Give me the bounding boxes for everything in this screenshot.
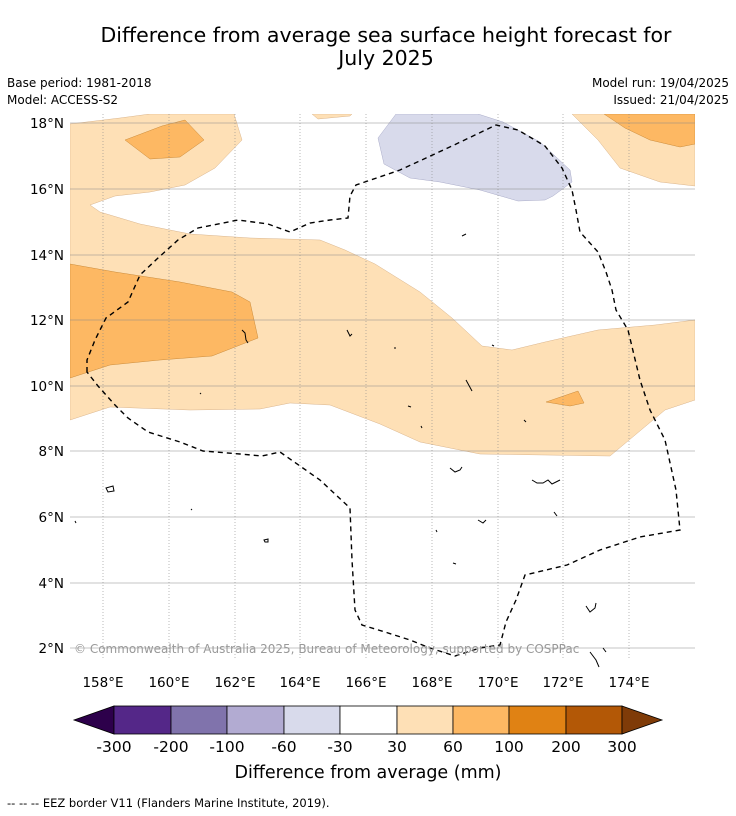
lat-tick-label: 10°N [30, 379, 64, 395]
lat-tick-label: 12°N [30, 313, 64, 329]
colorbar-title: Difference from average (mm) [234, 763, 501, 783]
lon-tick-label: 158°E [82, 675, 123, 691]
colorbar-cell [113, 705, 172, 735]
colorbar-cell [283, 705, 341, 735]
lat-tick-label: 16°N [30, 182, 64, 198]
lon-tick-label: 174°E [608, 675, 649, 691]
model-run: Model run: 19/04/2025 [591, 76, 729, 90]
lon-tick-label: 172°E [542, 675, 583, 691]
lon-tick-label: 162°E [214, 675, 255, 691]
colorbar-cell [396, 705, 454, 735]
colorbar-extend-high [621, 705, 664, 735]
colorbar-ticks: -300 -200 -100 -60 -30 30 60 100 200 300 [96, 738, 636, 756]
chart-title-line1: Difference from average sea surface heig… [100, 23, 672, 47]
chart-title-line2: July 2025 [338, 46, 434, 70]
issued-date: Issued: 21/04/2025 [613, 93, 729, 107]
lat-tick-label: 14°N [30, 248, 64, 264]
islands [74, 233, 607, 668]
colorbar-tick-label: 60 [443, 738, 463, 756]
colorbar-tick-label: 300 [607, 738, 637, 756]
colorbar-extend-low [72, 705, 115, 735]
eez-legend-note: -- -- -- EEZ border V11 (Flanders Marine… [7, 796, 329, 810]
lat-tick-label: 6°N [39, 510, 64, 526]
colorbar-tick-label: -200 [153, 738, 188, 756]
lat-tick-label: 4°N [39, 576, 64, 592]
lat-axis: 18°N 16°N 14°N 12°N 10°N 8°N 6°N 4°N 2°N [30, 116, 64, 657]
colorbar-tick-label: -300 [96, 738, 131, 756]
lon-tick-label: 164°E [279, 675, 320, 691]
anomaly-region-30-60-north [70, 114, 695, 457]
anomaly-region-60-100-east [545, 390, 585, 407]
lon-tick-label: 168°E [411, 675, 452, 691]
anomaly-region-60-100-small [124, 119, 205, 160]
lon-axis: 158°E 160°E 162°E 164°E 166°E 168°E 170°… [82, 675, 649, 691]
lon-tick-label: 166°E [345, 675, 386, 691]
anomaly-region-neg30-neg60 [377, 114, 573, 202]
model-name: Model: ACCESS-S2 [7, 93, 119, 107]
anomaly-region-30-60-top [311, 114, 353, 120]
lat-tick-label: 8°N [39, 444, 64, 460]
lon-tick-label: 170°E [477, 675, 518, 691]
colorbar-cell [226, 705, 285, 735]
colorbar-tick-label: 100 [494, 738, 524, 756]
base-period: Base period: 1981-2018 [7, 76, 152, 90]
lon-tick-label: 160°E [148, 675, 189, 691]
colorbar-tick-label: -30 [327, 738, 352, 756]
colorbar-cell [452, 705, 510, 735]
colorbar-tick-label: 200 [551, 738, 581, 756]
lat-tick-label: 2°N [39, 641, 64, 657]
colorbar-tick-label: -60 [271, 738, 296, 756]
colorbar-cell [339, 705, 398, 735]
anomaly-region-60-100-northeast [603, 114, 695, 148]
colorbar-cell [170, 705, 228, 735]
colorbar [72, 705, 664, 735]
copyright-notice: © Commonwealth of Australia 2025, Bureau… [74, 642, 579, 656]
anomaly-region-60-100-west [70, 263, 259, 379]
colorbar-tick-label: -100 [209, 738, 244, 756]
colorbar-tick-label: 30 [387, 738, 407, 756]
colorbar-cell [508, 705, 567, 735]
colorbar-cell [565, 705, 623, 735]
lat-tick-label: 18°N [30, 116, 64, 132]
gridlines [70, 114, 695, 660]
